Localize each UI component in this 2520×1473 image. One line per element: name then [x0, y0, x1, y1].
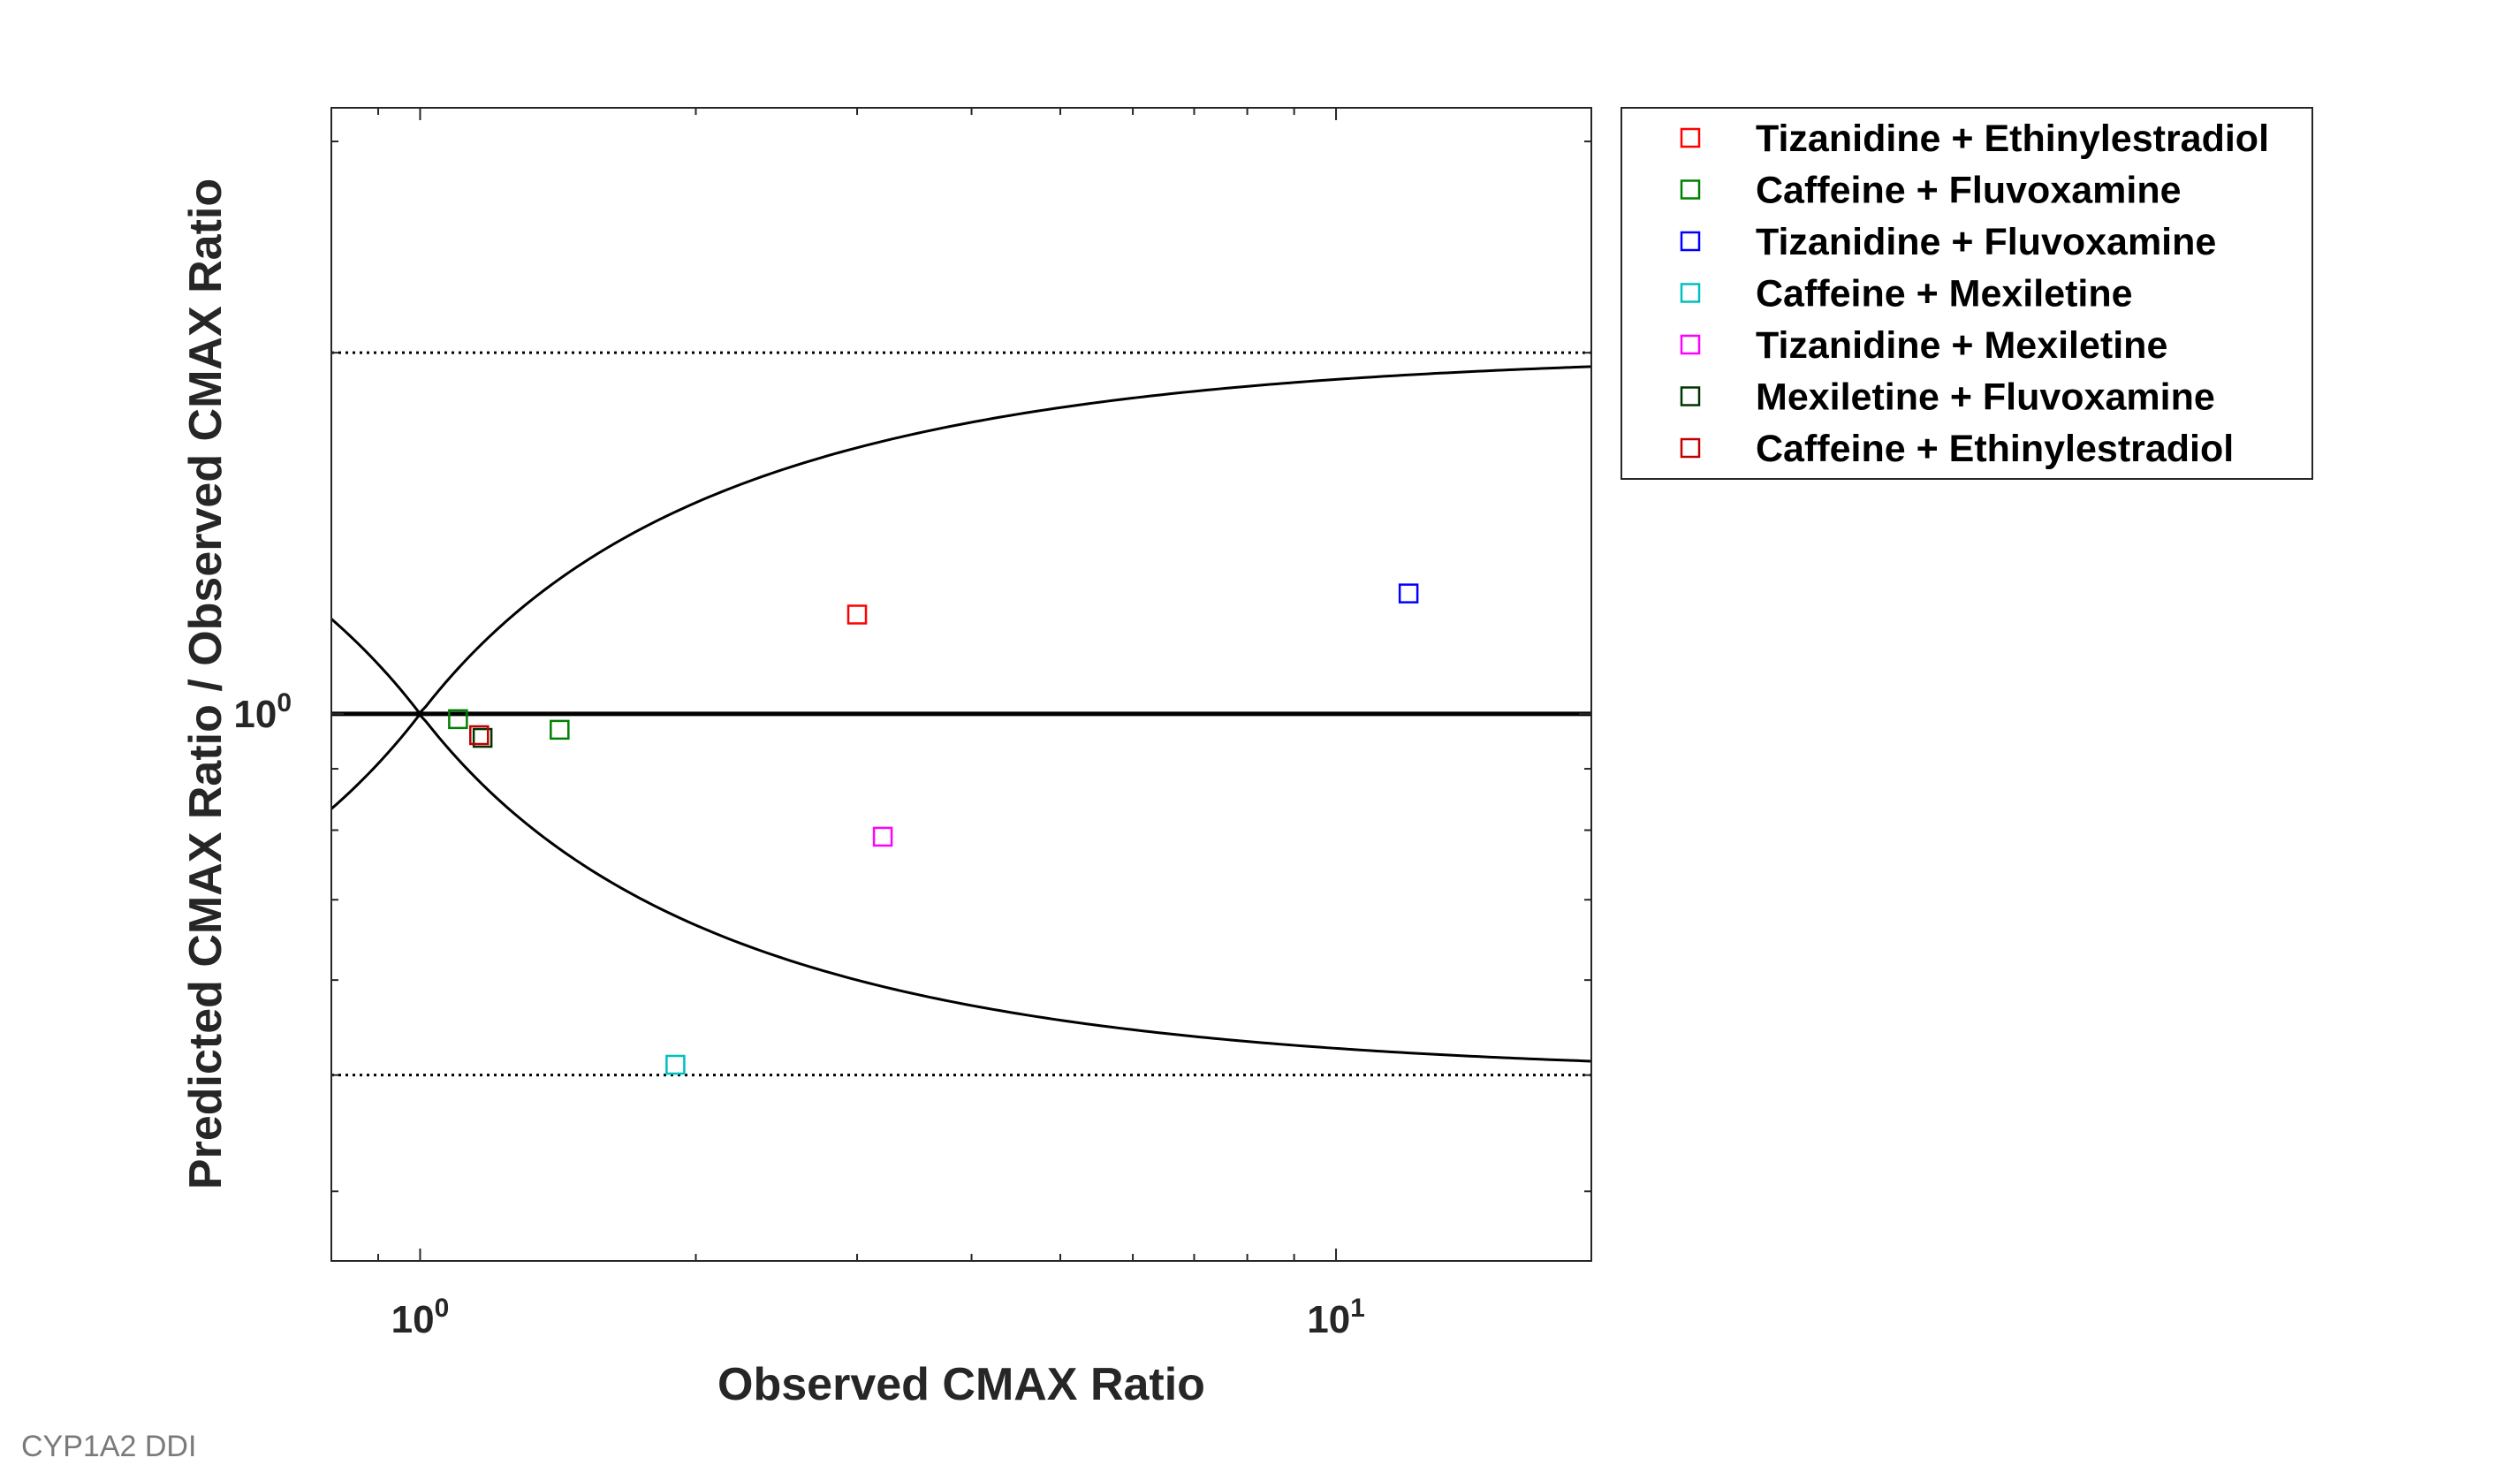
data-point — [1398, 583, 1419, 604]
legend-box — [1621, 107, 2313, 480]
guest-lower-limit-line — [331, 712, 1591, 1063]
y-axis-title: Predicted CMAX Ratio / Observed CMAX Rat… — [180, 178, 232, 1189]
legend-label: Tizanidine + Mexiletine — [1756, 324, 2167, 367]
data-point — [469, 725, 490, 746]
legend-label: Mexiletine + Fluvoxamine — [1756, 376, 2215, 419]
x-axis-title: Observed CMAX Ratio — [717, 1359, 1205, 1410]
data-points — [448, 583, 1419, 1075]
legend-marker — [1680, 437, 1701, 459]
legend-label: Caffeine + Mexiletine — [1756, 273, 2133, 315]
legend-label: Tizanidine + Fluvoxamine — [1756, 221, 2216, 263]
data-point — [550, 719, 570, 740]
plot-frame — [330, 107, 1592, 1262]
x-tick-label: 101 — [1307, 1294, 1365, 1341]
guest-upper-limit-line — [331, 365, 1591, 716]
data-point — [448, 709, 468, 730]
legend-marker — [1680, 127, 1701, 148]
reference-lines — [331, 351, 1591, 1077]
legend-label: Tizanidine + Ethinylestradiol — [1756, 118, 2269, 160]
y-tick-label: 100 — [233, 688, 292, 736]
data-point — [472, 727, 493, 748]
legend-label: Caffeine + Ethinylestradiol — [1756, 428, 2234, 470]
legend: Tizanidine + Ethinylestradiol Caffeine + … — [1621, 107, 2313, 480]
plot-area — [331, 108, 1591, 1261]
data-point — [872, 826, 893, 847]
legend-marker — [1680, 179, 1701, 200]
data-point — [665, 1054, 686, 1075]
legend-marker — [1680, 283, 1701, 303]
legend-marker — [1680, 386, 1701, 406]
legend-label: Caffeine + Fluvoxamine — [1756, 170, 2182, 212]
x-tick-label: 100 — [391, 1294, 450, 1341]
data-point — [846, 604, 868, 625]
footer-caption: CYP1A2 DDI — [21, 1430, 197, 1463]
legend-marker — [1680, 231, 1701, 252]
legend-marker — [1680, 334, 1701, 355]
tick-labels: 100 101 100 — [233, 688, 1365, 1341]
